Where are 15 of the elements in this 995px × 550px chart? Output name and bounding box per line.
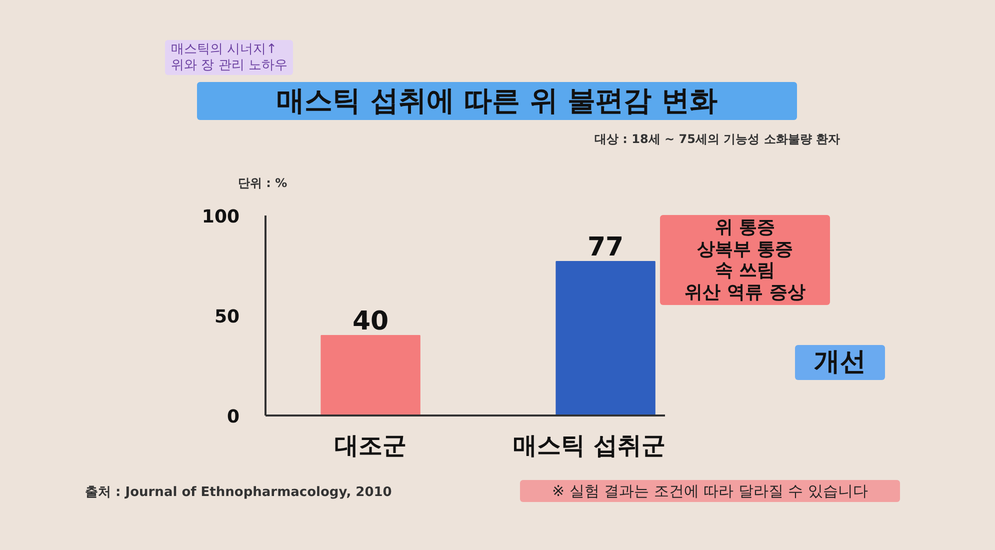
chart-title: 매스틱 섭취에 따른 위 불편감 변화 <box>197 82 797 120</box>
source-note: 출처 : Journal of Ethnopharmacology, 2010 <box>85 485 392 501</box>
text: 위 통증 상복부 통증 속 쓰림 위산 역류 증상 <box>660 215 830 306</box>
data-label: 77 <box>587 232 624 262</box>
text: ※ 실험 결과는 조건에 따라 달라질 수 있습니다 <box>520 480 900 502</box>
text: 대상 : 18세 ~ 75세의 기능성 소화불량 환자 <box>594 132 840 146</box>
data-label: 40 <box>352 306 389 336</box>
y-tick-label: 0 <box>226 406 240 428</box>
text: 매스틱의 시너지↑ 위와 장 관리 노하우 <box>165 40 294 76</box>
y-tick-label: 100 <box>202 206 240 228</box>
y-tick-label: 50 <box>214 306 240 328</box>
y-axis-title: 단위 : % <box>238 176 288 190</box>
x-tick-label: 대조군 <box>334 432 407 460</box>
text: 개선 <box>795 345 885 380</box>
x-tick-label: 매스틱 섭취군 <box>513 432 666 460</box>
